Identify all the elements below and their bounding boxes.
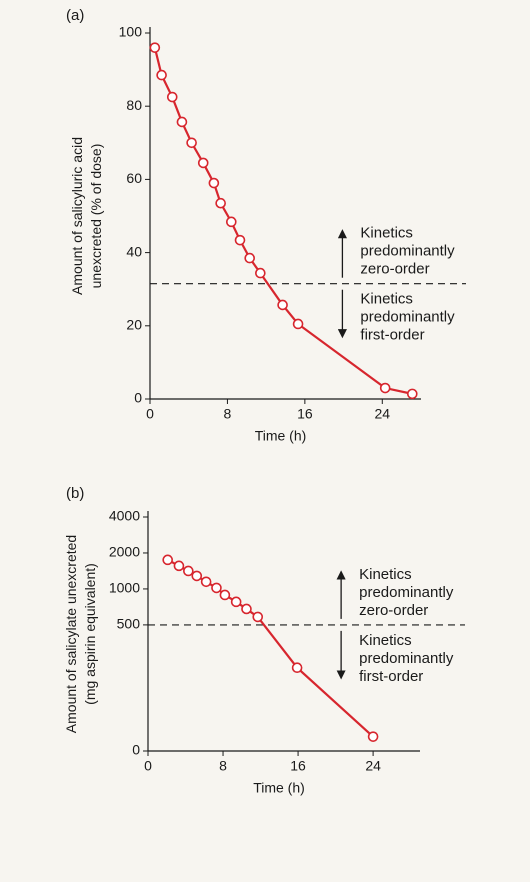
y-tick-label: 500 xyxy=(117,616,141,632)
annotation: zero-order xyxy=(359,602,428,619)
data-point xyxy=(186,137,197,149)
data-point xyxy=(176,116,188,128)
x-axis-title: Time (h) xyxy=(253,780,305,796)
data-point xyxy=(291,662,303,674)
y-axis-title: Amount of salicyluric acid xyxy=(69,137,85,295)
data-point xyxy=(230,596,242,608)
y-tick-label: 1000 xyxy=(109,580,140,596)
data-point xyxy=(244,252,255,264)
y-tick-label: 4000 xyxy=(109,508,140,524)
data-line xyxy=(167,558,374,738)
annotation: zero-order xyxy=(360,261,429,278)
data-point xyxy=(379,382,391,394)
data-point xyxy=(234,234,246,246)
x-tick-label: 24 xyxy=(374,406,390,422)
y-tick-label: 0 xyxy=(134,390,142,406)
data-point xyxy=(191,570,203,582)
x-tick-label: 0 xyxy=(146,406,154,422)
y-tick-label: 60 xyxy=(126,170,142,186)
y-axis-title: unexcreted (% of dose) xyxy=(88,144,104,289)
x-tick-label: 16 xyxy=(297,406,313,422)
y-tick-label: 20 xyxy=(126,317,142,333)
annotation: Kinetics xyxy=(359,632,412,649)
data-point xyxy=(406,388,418,400)
panel-label: (b) xyxy=(66,485,84,502)
data-point xyxy=(226,216,237,228)
annotation: first-order xyxy=(360,327,424,344)
y-tick-label: 100 xyxy=(119,24,143,40)
y-tick-label: 80 xyxy=(126,97,142,113)
data-point xyxy=(166,91,178,103)
panel-label: (a) xyxy=(66,7,84,24)
data-point xyxy=(208,177,220,189)
x-tick-label: 24 xyxy=(365,758,381,774)
data-point xyxy=(367,731,379,742)
y-tick-label: 40 xyxy=(126,243,142,259)
annotation: Kinetics xyxy=(360,291,413,308)
annotation: predominantly xyxy=(359,584,454,601)
x-tick-label: 8 xyxy=(224,406,232,422)
data-point xyxy=(183,565,194,577)
x-axis-title: Time (h) xyxy=(255,428,307,444)
annotation: Kinetics xyxy=(360,225,413,242)
annotation: Kinetics xyxy=(359,566,412,583)
y-axis-title: (mg aspirin equivalent) xyxy=(82,563,98,705)
y-axis-title: Amount of salicylate unexcreted xyxy=(63,535,79,733)
data-point xyxy=(200,576,212,588)
data-point xyxy=(252,611,264,623)
x-tick-label: 16 xyxy=(290,758,306,774)
y-tick-label: 2000 xyxy=(109,544,140,560)
data-point xyxy=(149,42,161,53)
y-tick-label: 0 xyxy=(132,742,140,758)
data-point xyxy=(173,560,185,572)
data-point xyxy=(277,299,288,311)
annotation: predominantly xyxy=(359,650,454,667)
annotation: first-order xyxy=(359,668,423,685)
data-point xyxy=(219,589,231,601)
data-point xyxy=(211,582,222,594)
data-point xyxy=(215,197,226,209)
x-tick-label: 8 xyxy=(219,758,227,774)
annotation: predominantly xyxy=(360,243,455,260)
data-point xyxy=(241,603,252,615)
data-point xyxy=(162,554,173,566)
data-line xyxy=(153,47,413,395)
data-point xyxy=(292,318,304,330)
x-tick-label: 0 xyxy=(144,758,152,774)
data-point xyxy=(156,69,167,81)
data-point xyxy=(197,157,209,169)
data-point xyxy=(255,267,266,279)
annotation: predominantly xyxy=(360,309,455,326)
